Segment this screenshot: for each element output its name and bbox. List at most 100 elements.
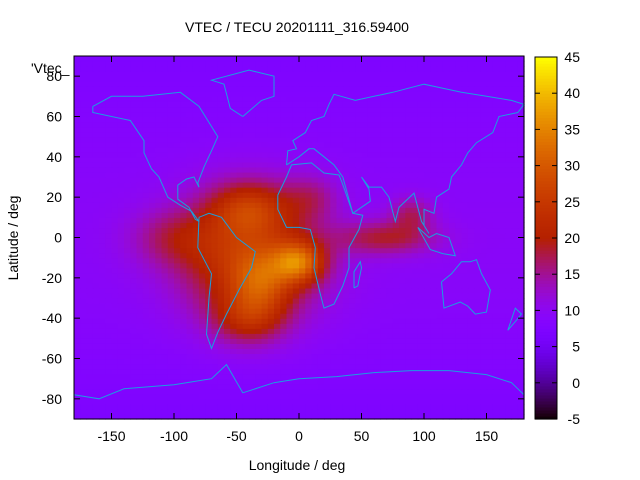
heatmap-cell: [130, 182, 138, 188]
heatmap-cell: [186, 393, 194, 400]
heatmap-cell: [367, 96, 375, 102]
heatmap-cell: [467, 398, 475, 405]
heatmap-cell: [174, 71, 181, 77]
heatmap-cell: [317, 227, 325, 234]
heatmap-cell: [367, 227, 375, 234]
heatmap-cell: [167, 66, 175, 72]
heatmap-cell: [86, 378, 94, 385]
heatmap-cell: [242, 217, 250, 223]
heatmap-cell: [99, 318, 106, 324]
heatmap-cell: [130, 262, 138, 269]
heatmap-cell: [392, 413, 400, 420]
heatmap-cell: [499, 86, 506, 92]
heatmap-cell: [199, 91, 206, 97]
heatmap-cell: [111, 303, 119, 309]
heatmap-cell: [461, 308, 469, 314]
heatmap-cell: [399, 86, 406, 92]
heatmap-cell: [517, 161, 525, 168]
heatmap-cell: [367, 348, 375, 355]
heatmap-cell: [86, 292, 94, 299]
heatmap-cell: [417, 146, 425, 153]
heatmap-cell: [99, 303, 106, 309]
heatmap-cell: [355, 71, 363, 77]
heatmap-cell: [442, 358, 450, 365]
heatmap-cell: [155, 358, 163, 365]
heatmap-cell: [380, 403, 388, 410]
heatmap-cell: [230, 408, 238, 415]
heatmap-cell: [355, 136, 363, 143]
heatmap-cell: [249, 131, 256, 138]
heatmap-cell: [167, 187, 175, 193]
heatmap-cell: [417, 257, 425, 264]
heatmap-cell: [342, 171, 350, 178]
heatmap-cell: [436, 91, 444, 97]
heatmap-cell: [236, 308, 244, 314]
heatmap-cell: [74, 252, 81, 259]
heatmap-cell: [161, 96, 169, 102]
heatmap-cell: [249, 408, 256, 415]
heatmap-cell: [249, 171, 256, 178]
heatmap-cell: [117, 187, 125, 193]
heatmap-cell: [499, 308, 506, 314]
heatmap-cell: [505, 76, 513, 82]
heatmap-cell: [505, 313, 513, 319]
heatmap-cell: [255, 313, 263, 319]
heatmap-cell: [149, 242, 156, 249]
heatmap-cell: [486, 343, 494, 350]
heatmap-cell: [517, 277, 525, 284]
heatmap-cell: [399, 187, 406, 193]
heatmap-cell: [436, 373, 444, 380]
heatmap-cell: [330, 363, 338, 370]
heatmap-cell: [167, 242, 175, 249]
heatmap-cell: [474, 398, 481, 405]
heatmap-cell: [336, 242, 344, 249]
heatmap-cell: [380, 272, 388, 279]
heatmap-cell: [211, 368, 219, 375]
heatmap-cell: [192, 141, 200, 148]
heatmap-cell: [224, 121, 231, 128]
heatmap-cell: [480, 156, 488, 163]
heatmap-cell: [499, 141, 506, 148]
heatmap-cell: [280, 197, 288, 203]
heatmap-cell: [486, 76, 494, 82]
heatmap-cell: [336, 146, 344, 153]
heatmap-cell: [342, 393, 350, 400]
heatmap-cell: [517, 393, 525, 400]
heatmap-cell: [299, 227, 306, 234]
heatmap-cell: [105, 96, 113, 102]
heatmap-cell: [299, 86, 306, 92]
heatmap-cell: [280, 292, 288, 299]
heatmap-cell: [417, 96, 425, 102]
heatmap-cell: [167, 126, 175, 133]
heatmap-cell: [186, 141, 194, 148]
heatmap-cell: [174, 207, 181, 213]
heatmap-cell: [405, 333, 413, 339]
heatmap-cell: [180, 202, 188, 208]
heatmap-cell: [361, 161, 369, 168]
heatmap-cell: [217, 126, 225, 133]
heatmap-cell: [142, 247, 150, 254]
heatmap-cell: [130, 292, 138, 299]
heatmap-cell: [336, 378, 344, 385]
heatmap-cell: [249, 242, 256, 249]
heatmap-cell: [242, 222, 250, 229]
heatmap-cell: [324, 313, 331, 319]
heatmap-cell: [436, 333, 444, 339]
heatmap-cell: [449, 126, 456, 133]
heatmap-cell: [92, 227, 100, 234]
heatmap-cell: [180, 217, 188, 223]
heatmap-cell: [149, 303, 156, 309]
heatmap-cell: [511, 146, 519, 153]
heatmap-cell: [186, 121, 194, 128]
heatmap-cell: [117, 383, 125, 390]
heatmap-cell: [261, 101, 269, 108]
heatmap-cell: [199, 197, 206, 203]
heatmap-cell: [380, 232, 388, 239]
heatmap-cell: [161, 202, 169, 208]
heatmap-cell: [411, 287, 419, 294]
heatmap-cell: [211, 318, 219, 324]
heatmap-cell: [417, 187, 425, 193]
heatmap-cell: [99, 398, 106, 405]
heatmap-cell: [286, 217, 294, 223]
heatmap-cell: [211, 272, 219, 279]
